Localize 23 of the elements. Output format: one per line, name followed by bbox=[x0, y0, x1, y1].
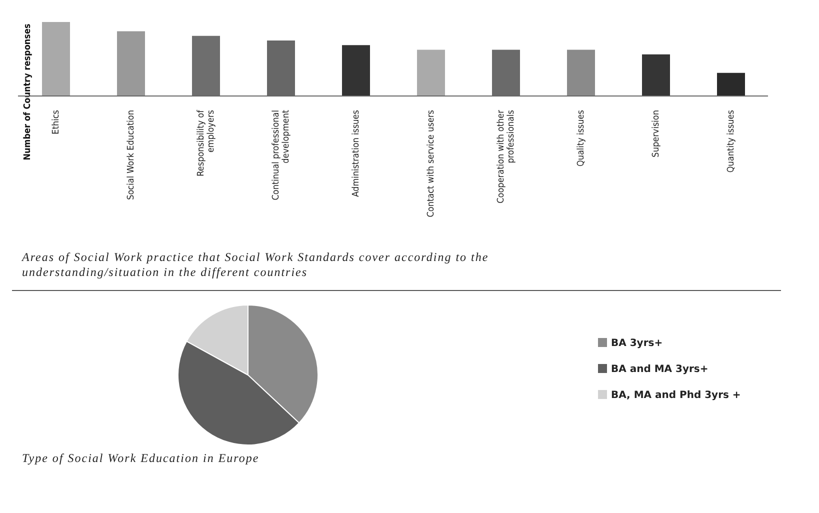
legend-label: BA 3yrs+ bbox=[611, 338, 663, 349]
x-tick-label: Quantity issues bbox=[726, 110, 736, 173]
bar bbox=[417, 50, 445, 96]
y-axis-title: Number of Country responses bbox=[23, 24, 33, 160]
x-tick-label: Quality issues bbox=[576, 110, 586, 167]
bar bbox=[642, 54, 670, 96]
x-tick-label: Cooperation with other professionals bbox=[496, 109, 516, 204]
x-tick-label: Social Work Education bbox=[126, 110, 136, 200]
text: Areas of Social Work practice that Social Work Standards cover according to the understanding/situation in the different countries bbox=[22, 250, 490, 280]
bar bbox=[42, 22, 70, 96]
x-tick-label: Administration issues bbox=[352, 110, 362, 197]
x-tick-label: Responsibility of employers bbox=[196, 110, 216, 176]
x-tick-label: Contact with service users bbox=[426, 110, 436, 218]
x-tick-label: Continual professional development bbox=[272, 110, 292, 200]
bar bbox=[567, 50, 595, 96]
bar bbox=[117, 31, 145, 96]
x-tick-label: Ethics bbox=[52, 110, 62, 134]
x-tick-label: Supervision bbox=[652, 110, 662, 158]
text: Type of Social Work Education in Europe bbox=[22, 451, 260, 466]
legend-label: BA, MA and Phd 3yrs + bbox=[611, 390, 741, 401]
bar bbox=[342, 45, 370, 96]
bar bbox=[717, 72, 745, 96]
legend-label: BA and MA 3yrs+ bbox=[611, 364, 708, 375]
